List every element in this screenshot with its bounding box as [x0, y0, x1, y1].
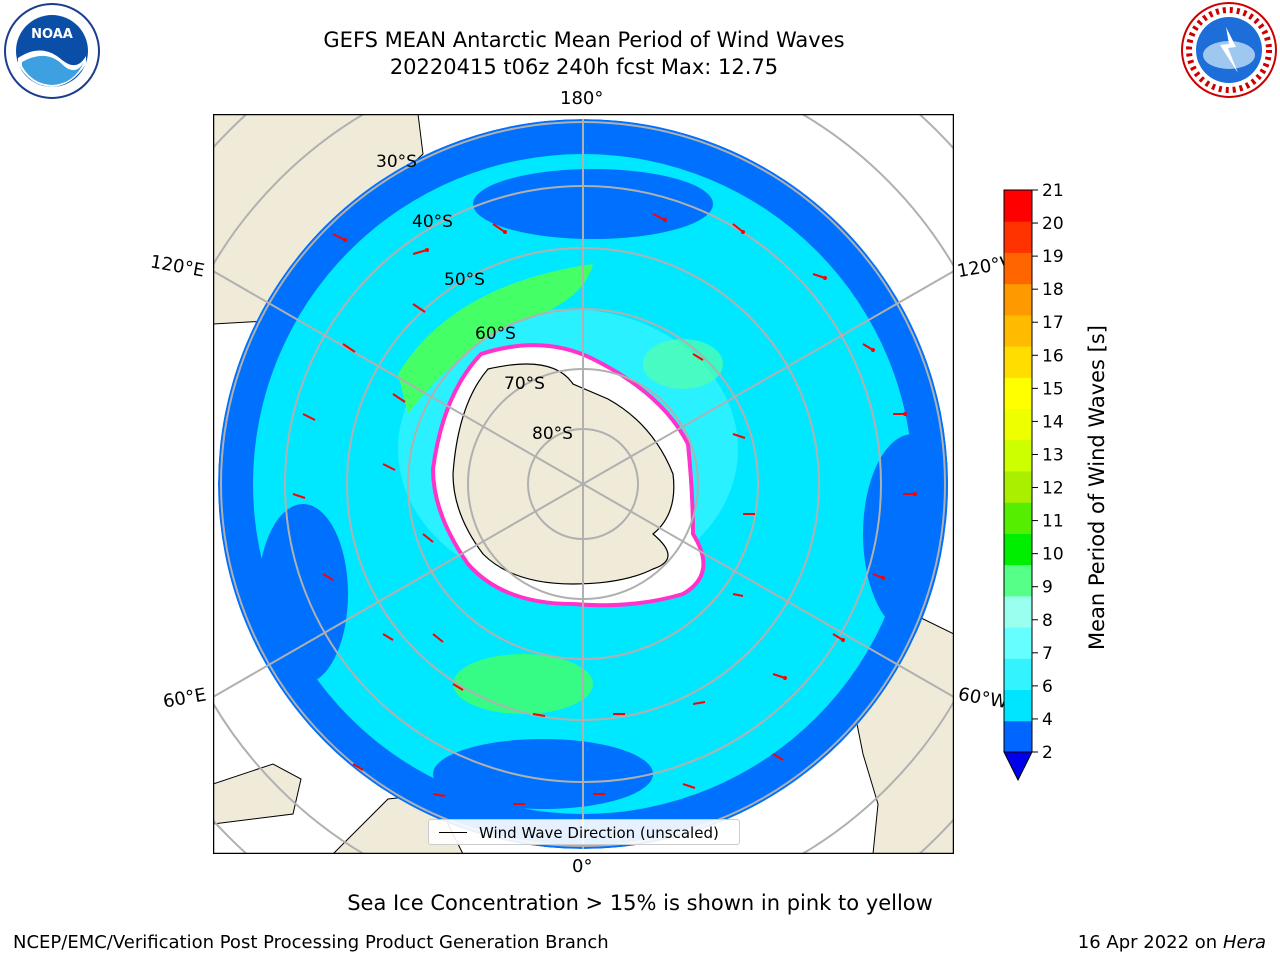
colorbar-band — [1004, 408, 1032, 441]
colorbar-tick-label: 12 — [1042, 479, 1064, 499]
legend-label: Wind Wave Direction (unscaled) — [479, 824, 719, 842]
lat-label-40s: 40°S — [412, 212, 453, 232]
meridians — [213, 119, 954, 849]
noaa-logo-text: NOAA — [31, 27, 73, 42]
colorbar-tick-label: 11 — [1042, 512, 1064, 532]
colorbar-tick-label: 21 — [1042, 181, 1064, 201]
colorbar-tick-label: 17 — [1042, 313, 1064, 333]
footer-date-text: 16 Apr 2022 on — [1077, 932, 1223, 953]
colorbar-band — [1004, 439, 1032, 472]
polar-stereographic-map — [213, 114, 954, 854]
colorbar-band — [1004, 595, 1032, 628]
colorbar-band — [1004, 627, 1032, 659]
colorbar-tick-label: 4 — [1042, 710, 1053, 730]
noaa-logo-icon: NOAA — [4, 3, 100, 99]
colorbar-band — [1004, 533, 1032, 566]
colorbar-band — [1004, 564, 1032, 597]
colorbar-label: Mean Period of Wind Waves [s] — [1085, 325, 1109, 650]
colorbar-tick-label: 7 — [1042, 644, 1053, 664]
colorbar-tick-label: 2 — [1042, 743, 1053, 763]
colorbar-band — [1004, 346, 1032, 378]
colorbar-band — [1004, 314, 1032, 347]
colorbar-tick-label: 18 — [1042, 280, 1064, 300]
colorbar-under-arrow — [1003, 751, 1033, 782]
map-legend: Wind Wave Direction (unscaled) — [428, 819, 740, 845]
sea-ice-caption: Sea Ice Concentration > 15% is shown in … — [347, 891, 933, 915]
colorbar-band — [1004, 689, 1032, 722]
wind-wave-arrows — [292, 213, 915, 805]
footer-machine: Hera — [1222, 932, 1266, 953]
colorbar-band — [1004, 471, 1032, 503]
colorbar-ticks: 2 4 6 7 8 9 10 11 12 13 14 15 16 17 18 19 20 21 — [1032, 181, 1064, 763]
colorbar-tick-label: 20 — [1042, 214, 1064, 234]
lat-label-50s: 50°S — [444, 270, 485, 290]
colorbar: 2 4 6 7 8 9 10 11 12 13 14 15 16 17 18 19 20 21 — [1003, 181, 1064, 782]
africa-land — [213, 763, 302, 825]
colorbar-band — [1004, 502, 1032, 534]
colorbar-tick-label: 9 — [1042, 578, 1053, 598]
legend-line-icon — [439, 832, 467, 833]
nws-logo-icon — [1181, 2, 1277, 98]
colorbar-band — [1004, 221, 1032, 253]
colorbar-bands — [1004, 190, 1032, 753]
footer-branch: NCEP/EMC/Verification Post Processing Pr… — [13, 932, 609, 953]
colorbar-band — [1004, 252, 1032, 285]
colorbar-tick-label: 19 — [1042, 247, 1064, 267]
antarctica-land — [452, 363, 675, 585]
colorbar-tick-label: 8 — [1042, 611, 1053, 631]
lon-label-0: 0° — [572, 856, 593, 877]
colorbar-band — [1004, 377, 1032, 410]
colorbar-band — [1004, 720, 1032, 753]
lat-label-70s: 70°S — [504, 374, 545, 394]
footer-date: 16 Apr 2022 on Hera — [1078, 932, 1266, 953]
colorbar-tick-label: 6 — [1042, 677, 1053, 697]
high-period-zone-south — [453, 654, 593, 714]
lon-label-60e: 60°E — [161, 684, 208, 713]
colorbar-band — [1004, 658, 1032, 691]
colorbar-tick-label: 14 — [1042, 412, 1064, 432]
lon-label-180: 180° — [560, 88, 604, 109]
map-title-line1: GEFS MEAN Antarctic Mean Period of Wind … — [323, 28, 845, 52]
high-period-zone — [398, 264, 593, 414]
lat-label-80s: 80°S — [532, 424, 573, 444]
lon-label-120e: 120°E — [148, 251, 207, 282]
colorbar-tick-label: 15 — [1042, 379, 1064, 399]
lat-label-30s: 30°S — [376, 152, 417, 172]
colorbar-tick-label: 16 — [1042, 346, 1064, 366]
lat-label-60s: 60°S — [475, 324, 516, 344]
colorbar-band — [1004, 283, 1032, 316]
colorbar-tick-label: 10 — [1042, 545, 1064, 565]
colorbar-tick-label: 13 — [1042, 445, 1064, 465]
colorbar-band — [1004, 190, 1032, 222]
map-title-line2: 20220415 t06z 240h fcst Max: 12.75 — [389, 55, 779, 79]
